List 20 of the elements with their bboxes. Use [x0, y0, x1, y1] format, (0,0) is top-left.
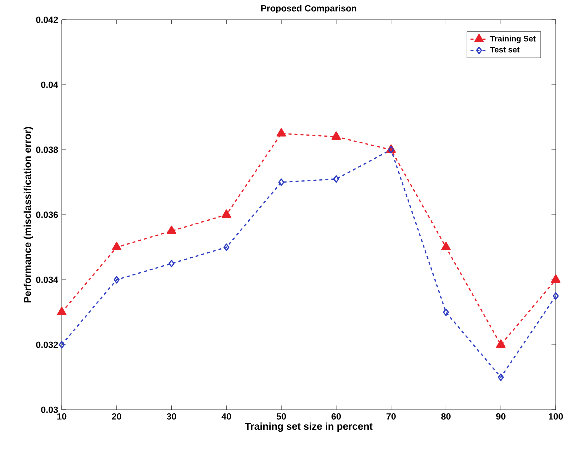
y-tick-label: 0.038: [36, 146, 58, 154]
y-tick-label: 0.04: [41, 82, 58, 88]
x-tick-label: 90: [496, 414, 506, 420]
x-axis-title: Training set size in percent: [245, 422, 373, 432]
x-tick-label: 80: [442, 414, 451, 420]
x-tick-label: 10: [58, 414, 67, 420]
x-tick-label: 40: [222, 414, 232, 420]
y-tick-label: 0.042: [36, 16, 58, 24]
x-tick-label: 20: [112, 414, 122, 420]
y-tick-label: 0.034: [36, 276, 58, 284]
x-tick-label: 100: [549, 414, 564, 420]
y-tick-label: 0.03: [41, 406, 58, 414]
y-tick-label: 0.036: [36, 212, 58, 218]
x-tick-label: 30: [166, 414, 176, 420]
x-tick-label: 60: [332, 414, 342, 420]
y-axis-title: Performance (misclassification error): [24, 127, 34, 303]
x-tick-label: 50: [276, 414, 286, 420]
y-tick-label: 0.032: [36, 342, 58, 348]
chart-title: Proposed Comparison: [262, 5, 357, 14]
x-tick-label: 70: [386, 414, 396, 420]
